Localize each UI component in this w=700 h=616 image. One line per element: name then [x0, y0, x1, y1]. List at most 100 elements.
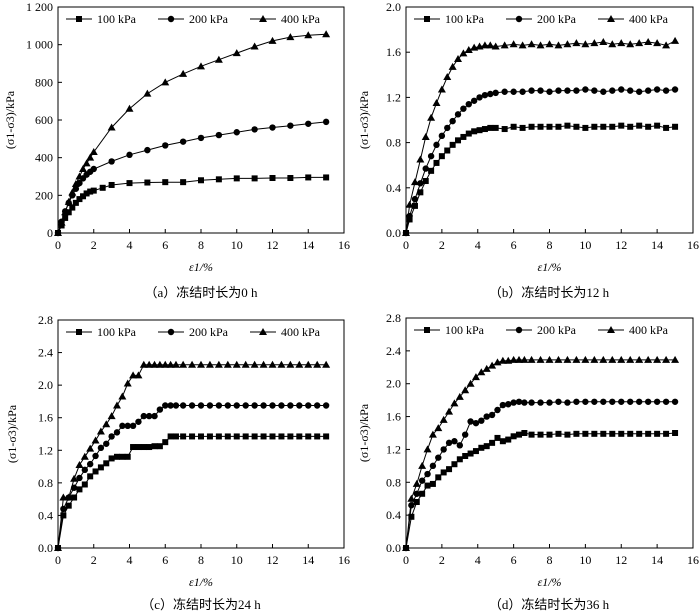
data-point-circle: [449, 117, 456, 125]
x-tick-label: 14: [302, 553, 314, 567]
data-point-triangle: [498, 356, 507, 364]
data-point-square: [481, 126, 488, 133]
data-point-triangle: [223, 360, 232, 368]
data-point-circle: [429, 462, 437, 470]
series-line-triangle: [57, 364, 327, 549]
data-point-triangle: [143, 89, 152, 97]
data-point-triangle: [488, 361, 497, 369]
x-tick-label: 10: [231, 553, 243, 567]
data-point-square: [645, 430, 652, 437]
data-point-circle: [151, 412, 158, 420]
data-point-triangle: [407, 494, 416, 502]
data-point-square: [65, 502, 72, 509]
data-point-square: [80, 193, 87, 200]
y-axis-title: (σ1-σ3)/kPa: [357, 403, 371, 462]
data-point-square: [478, 444, 485, 451]
data-point-square: [278, 433, 285, 440]
data-point-square: [81, 481, 88, 488]
data-point-triangle: [89, 148, 98, 156]
data-point-circle: [438, 132, 446, 140]
x-tick-label: 0: [403, 238, 409, 252]
data-point-square: [573, 430, 580, 437]
x-tick-label: 14: [651, 553, 663, 567]
data-point-triangle: [75, 460, 84, 468]
x-tick-label: 12: [615, 553, 627, 567]
data-point-circle: [456, 442, 464, 449]
data-point-triangle: [232, 49, 241, 57]
legend-label: 100 kPa: [445, 12, 485, 26]
data-point-triangle: [563, 40, 572, 48]
data-point-square: [600, 430, 607, 437]
data-point-circle: [233, 402, 240, 409]
data-point-circle: [627, 398, 634, 405]
x-tick-label: 10: [579, 238, 591, 252]
panel-caption: （a）冻结时长为0 h: [144, 285, 258, 300]
x-tick-label: 16: [687, 238, 699, 252]
data-point-square: [591, 430, 598, 437]
data-point-square: [505, 436, 512, 443]
data-point-circle: [582, 86, 589, 93]
data-point-circle: [81, 466, 89, 474]
data-point-square: [65, 209, 72, 216]
data-point-circle: [460, 105, 467, 112]
data-point-circle: [488, 411, 496, 419]
data-point-square: [428, 167, 435, 174]
x-tick-label: 10: [579, 553, 591, 567]
data-point-triangle: [466, 379, 475, 387]
legend-label: 100 kPa: [97, 325, 137, 339]
data-point-square: [417, 189, 424, 196]
data-point-triangle: [635, 355, 644, 363]
data-point-triangle: [80, 452, 89, 460]
data-point-triangle: [75, 172, 84, 180]
data-point-circle: [537, 87, 544, 94]
x-tick-label: 12: [615, 238, 627, 252]
plot-frame: [57, 6, 345, 234]
legend-marker-circle: [167, 328, 175, 336]
data-point-circle: [108, 158, 115, 165]
data-point-triangle: [572, 355, 581, 363]
panel-caption: （b）冻结时长为12 h: [489, 285, 610, 300]
data-point-triangle: [402, 544, 410, 551]
data-point-circle: [242, 402, 249, 409]
data-point-triangle: [437, 85, 446, 93]
data-point-square: [130, 444, 137, 451]
series-line-circle: [57, 405, 327, 549]
data-point-square: [87, 188, 94, 195]
y-tick-label: 0: [47, 226, 53, 240]
data-point-square: [419, 490, 426, 497]
data-point-circle: [492, 89, 499, 97]
data-point-circle: [103, 440, 110, 447]
legend-marker-circle: [515, 15, 523, 23]
data-point-triangle: [277, 360, 286, 368]
data-point-triangle: [259, 360, 268, 368]
data-point-square: [476, 127, 483, 134]
data-point-circle: [662, 398, 670, 405]
x-tick-label: 0: [55, 238, 61, 252]
data-point-triangle: [214, 55, 223, 63]
x-tick-label: 0: [403, 553, 409, 567]
data-point-triangle: [155, 360, 164, 368]
y-axis-title: (σ1-σ3)/kPa: [5, 404, 19, 463]
data-point-circle: [322, 118, 330, 126]
data-point-square: [233, 433, 240, 440]
data-point-square: [156, 443, 163, 450]
data-point-triangle: [428, 430, 437, 438]
data-point-triangle: [482, 364, 491, 372]
data-point-triangle: [471, 373, 480, 381]
data-point-triangle: [443, 73, 452, 81]
data-point-circle: [671, 398, 679, 405]
data-point-triangle: [617, 355, 626, 363]
data-point-square: [92, 468, 99, 475]
data-point-square: [103, 460, 110, 467]
data-point-square: [627, 430, 634, 437]
data-point-square: [528, 431, 535, 438]
data-point-circle: [478, 417, 485, 424]
data-point-triangle: [545, 40, 554, 48]
series-line-circle: [405, 88, 676, 234]
data-point-circle: [92, 452, 99, 460]
data-point-circle: [233, 129, 240, 136]
data-point-square: [60, 512, 67, 519]
data-point-square: [645, 123, 652, 130]
data-point-circle: [519, 88, 526, 95]
y-tick-label: 800: [35, 75, 53, 89]
